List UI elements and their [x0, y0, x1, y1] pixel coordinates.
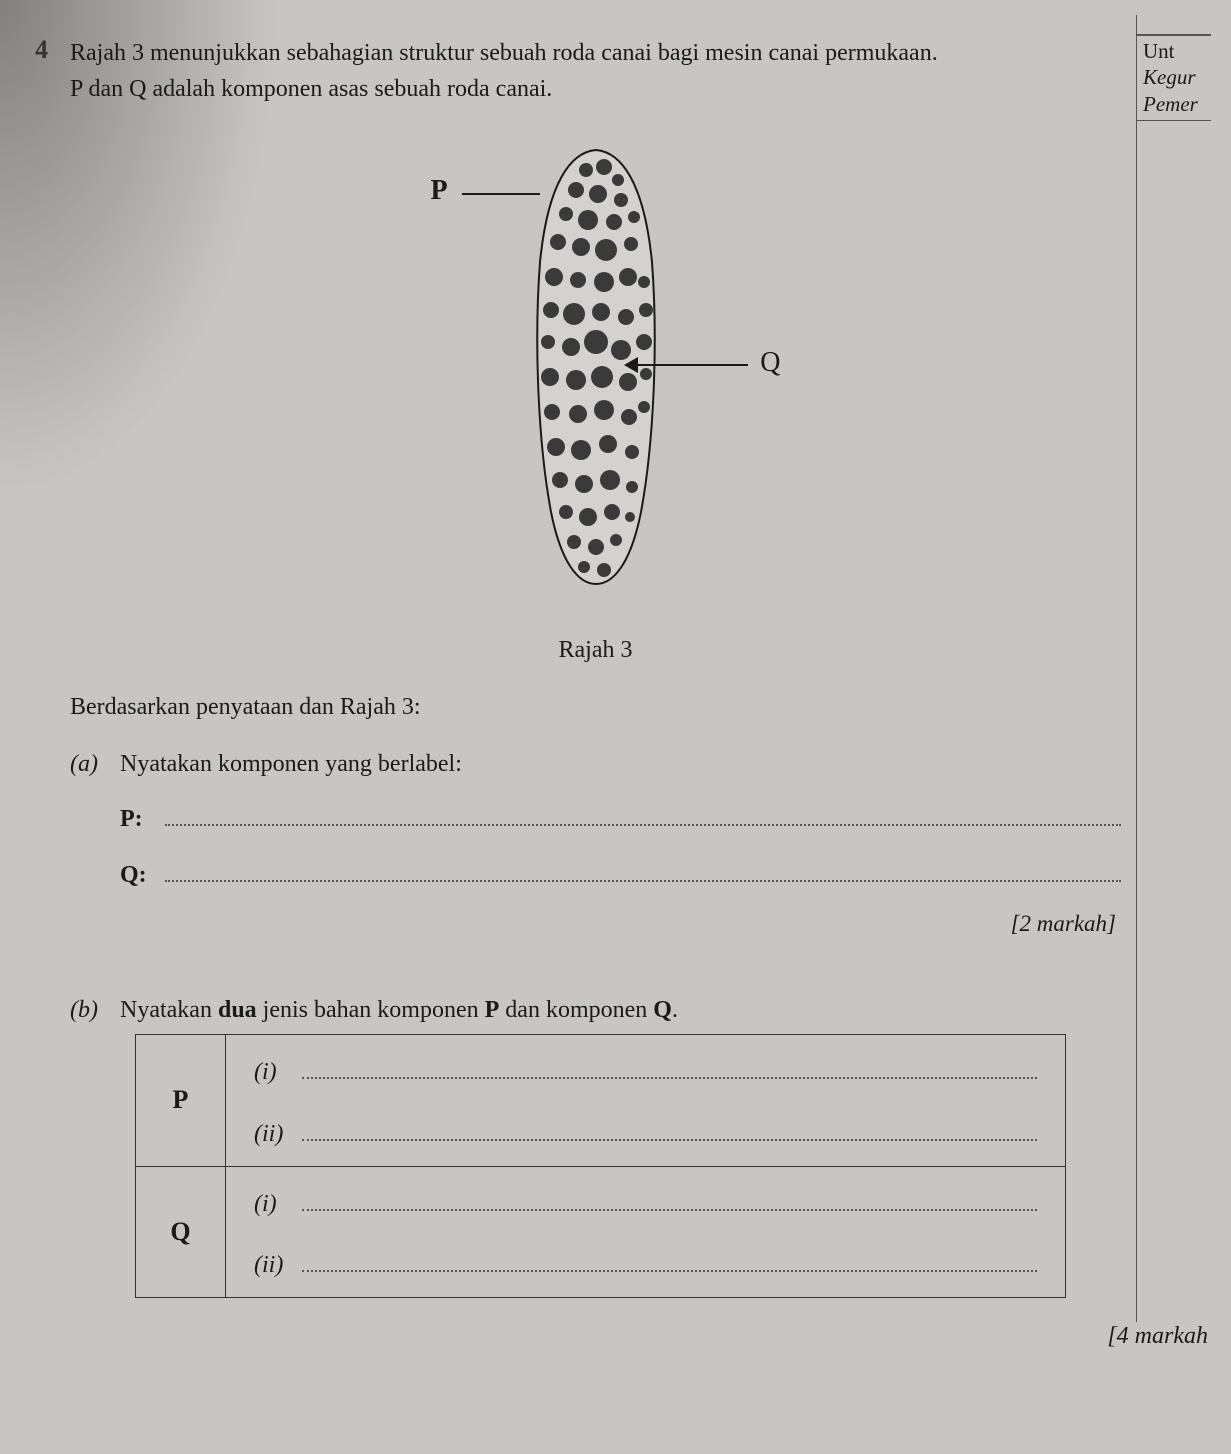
pb-q: Q: [653, 997, 672, 1023]
table-row-q-header: Q: [136, 1166, 226, 1298]
part-a-marks: [2 markah]: [120, 911, 1116, 937]
table-row-q-body: (i) (ii): [226, 1166, 1066, 1298]
part-b-label: (b): [70, 997, 120, 1299]
q-ii-blank[interactable]: [302, 1246, 1037, 1272]
margin-note-1: Unt: [1143, 39, 1175, 63]
q-answer-blank[interactable]: [165, 855, 1121, 881]
p-answer-blank[interactable]: [165, 800, 1121, 826]
question-line-2: P dan Q adalah komponen asas sebuah roda…: [70, 76, 552, 102]
pb-and: dan komponen: [499, 997, 653, 1023]
q-arrow-icon: [624, 357, 638, 373]
diagram-caption: Rajah 3: [70, 637, 1121, 664]
right-margin-rule: [1136, 105, 1211, 1322]
q-leader-line: [636, 364, 748, 366]
p-label: P:: [120, 806, 160, 833]
p-ii-label: (ii): [254, 1121, 302, 1148]
pb-p: P: [485, 997, 500, 1023]
diagram-label-q: Q: [760, 347, 780, 379]
question-number: 4: [35, 35, 70, 65]
component-table: P (i) (ii): [135, 1034, 1066, 1299]
pb-end: .: [672, 997, 678, 1023]
answer-line-q: Q:: [120, 855, 1121, 888]
part-a-label: (a): [70, 751, 120, 972]
margin-note-2: Kegur: [1143, 65, 1196, 89]
q-ii-label: (ii): [254, 1252, 302, 1279]
p-ii-blank[interactable]: [302, 1114, 1037, 1140]
p-i-blank[interactable]: [302, 1053, 1037, 1079]
part-a-prompt: Nyatakan komponen yang berlabel:: [120, 751, 1121, 778]
top-code-cell: [1136, 15, 1211, 35]
diagram-area: P: [70, 142, 1121, 664]
diagram-label-p: P: [431, 175, 448, 207]
question-text: Rajah 3 menunjukkan sebahagian struktur …: [70, 35, 1128, 107]
table-row-p-body: (i) (ii): [226, 1034, 1066, 1166]
q-label: Q:: [120, 862, 160, 889]
pb-bold: dua: [218, 997, 257, 1023]
q-i-blank[interactable]: [302, 1185, 1037, 1211]
page-content: 4 Rajah 3 menunjukkan sebahagian struktu…: [0, 0, 1231, 1350]
p-i-label: (i): [254, 1059, 302, 1086]
pb-pre: Nyatakan: [120, 997, 218, 1023]
question-line-1: Rajah 3 menunjukkan sebahagian struktur …: [70, 40, 938, 66]
pb-mid: jenis bahan komponen: [257, 997, 485, 1023]
part-b-marks: [4 markah: [35, 1323, 1211, 1350]
answer-line-p: P:: [120, 800, 1121, 833]
grinding-wheel-diagram: P: [386, 142, 806, 622]
based-on-text: Berdasarkan penyataan dan Rajah 3:: [70, 694, 1121, 721]
part-b-prompt: Nyatakan dua jenis bahan komponen P dan …: [120, 997, 1121, 1024]
q-i-label: (i): [254, 1191, 302, 1218]
table-row-p-header: P: [136, 1034, 226, 1166]
grinding-wheel-svg: [526, 142, 666, 592]
